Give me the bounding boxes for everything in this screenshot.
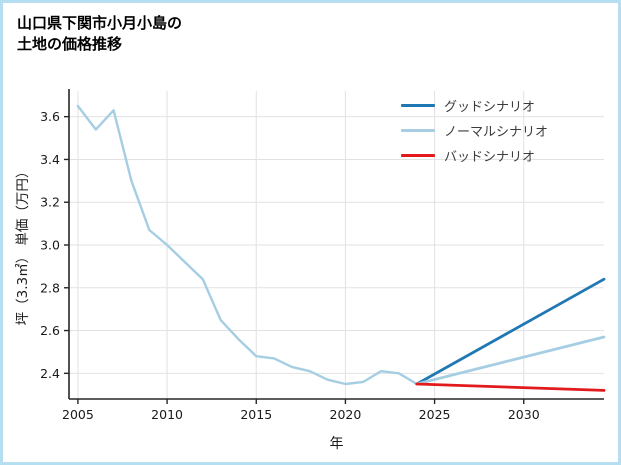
svg-text:2.8: 2.8 bbox=[40, 280, 60, 295]
svg-text:2005: 2005 bbox=[62, 407, 94, 422]
svg-text:2.4: 2.4 bbox=[40, 366, 60, 381]
svg-text:2010: 2010 bbox=[151, 407, 183, 422]
chart-title: 山口県下関市小月小島の 土地の価格推移 bbox=[17, 13, 182, 55]
chart-title-line2: 土地の価格推移 bbox=[17, 35, 123, 53]
legend-item-good-scenario: グッドシナリオ bbox=[401, 93, 548, 118]
svg-text:3.4: 3.4 bbox=[40, 152, 60, 167]
svg-text:2030: 2030 bbox=[508, 407, 540, 422]
svg-text:3.2: 3.2 bbox=[40, 195, 60, 210]
legend-label-good-scenario: グッドシナリオ bbox=[444, 100, 536, 115]
x-axis-label: 年 bbox=[329, 436, 344, 452]
svg-text:2015: 2015 bbox=[240, 407, 272, 422]
svg-text:2025: 2025 bbox=[419, 407, 451, 422]
good-scenario-line-swatch bbox=[401, 104, 435, 107]
bad-scenario-line-swatch bbox=[401, 154, 435, 157]
normal-scenario-line-swatch bbox=[401, 129, 435, 132]
y-axis-label: 坪（3.3㎡） 単価（万円） bbox=[15, 164, 31, 326]
legend: グッドシナリオ ノーマルシナリオ バッドシナリオ bbox=[401, 93, 548, 168]
legend-item-normal-scenario: ノーマルシナリオ bbox=[401, 118, 548, 143]
svg-text:3.6: 3.6 bbox=[40, 109, 60, 124]
svg-text:2020: 2020 bbox=[330, 407, 362, 422]
legend-item-bad-scenario: バッドシナリオ bbox=[401, 143, 548, 168]
svg-text:3.0: 3.0 bbox=[40, 238, 60, 253]
legend-label-normal-scenario: ノーマルシナリオ bbox=[444, 125, 549, 140]
svg-text:2.6: 2.6 bbox=[40, 323, 60, 338]
legend-label-bad-scenario: バッドシナリオ bbox=[444, 150, 536, 165]
chart-title-line1: 山口県下関市小月小島の bbox=[17, 14, 183, 32]
price-trend-chart: 2005 2010 2015 2020 2025 2030 2.4 2.6 2.8 3.0 3.2 3… bbox=[40, 89, 606, 422]
